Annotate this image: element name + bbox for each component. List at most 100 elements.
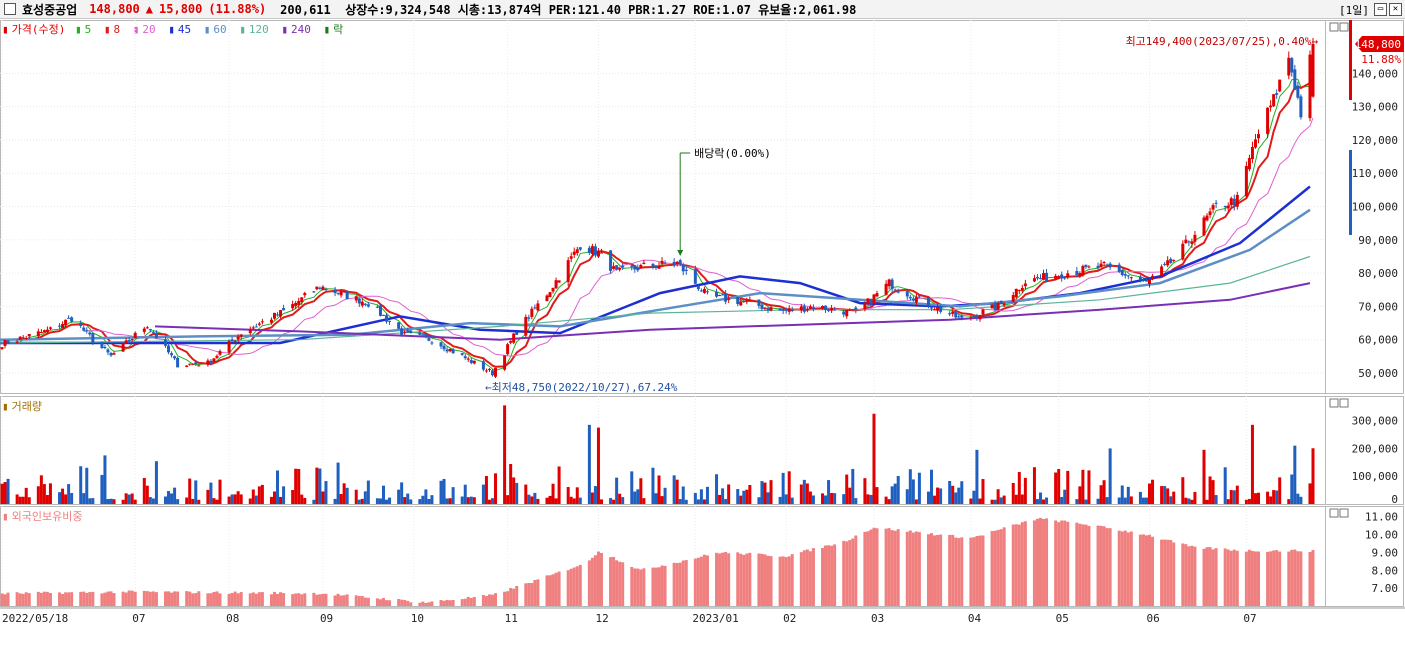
price-tick-label: 100,000	[1352, 201, 1398, 214]
foreign-bar	[197, 591, 201, 606]
volume-bar	[18, 496, 22, 504]
foreign-bar	[15, 592, 19, 606]
foreign-bar	[354, 595, 358, 606]
volume-bar	[233, 494, 237, 504]
candle-body	[936, 306, 940, 311]
volume-bar	[1299, 496, 1303, 504]
candle-body	[1117, 264, 1121, 272]
candle-body	[917, 295, 921, 297]
candle-body	[1311, 43, 1315, 97]
foreign-bar	[230, 592, 234, 606]
x-tick-label: 12	[595, 612, 608, 625]
volume-bar	[660, 496, 664, 504]
candle-body	[642, 262, 646, 264]
select-checkbox[interactable]	[4, 3, 16, 15]
volume-bar	[91, 498, 95, 504]
foreign-bar	[1202, 548, 1206, 606]
volume-bar	[1205, 499, 1209, 504]
foreign-bar	[693, 558, 697, 606]
volume-bar	[575, 487, 579, 504]
candle-body	[1078, 273, 1082, 276]
price-legend-title: 가격(수정)	[11, 23, 66, 36]
candle-body	[1169, 258, 1173, 263]
candle-body	[527, 317, 531, 319]
volume-bar	[191, 498, 195, 504]
foreign-bar	[297, 593, 301, 606]
foreign-bar	[133, 591, 137, 606]
foreign-bar	[1063, 520, 1067, 606]
volume-bar	[718, 494, 722, 504]
foreign-bar	[339, 595, 343, 606]
foreign-bar	[996, 529, 1000, 606]
volume-bar	[1023, 477, 1027, 504]
foreign-bar	[524, 583, 528, 606]
up-arrow-icon: ▲	[145, 2, 154, 16]
candle-body	[1257, 134, 1261, 139]
volume-bar	[82, 493, 86, 504]
candle-body	[745, 300, 749, 302]
period-button[interactable]: [1일]	[1339, 4, 1369, 17]
foreign-bar	[1184, 544, 1188, 606]
foreign-legend-title: 외국인보유비중	[11, 510, 83, 523]
foreign-bar	[512, 588, 516, 606]
candle-body	[569, 256, 573, 259]
candle-body	[548, 292, 552, 297]
foreign-bar	[1247, 549, 1251, 606]
volume-bar	[148, 497, 152, 504]
candle-body	[802, 306, 806, 312]
volume-bar	[1002, 495, 1006, 504]
foreign-bar	[715, 552, 719, 606]
candle-body	[509, 340, 513, 343]
volume-bar	[954, 492, 958, 504]
volume-bar	[130, 493, 134, 504]
price-pane-restore-icon	[1329, 22, 1339, 32]
candle-body	[191, 363, 195, 365]
foreign-bar	[260, 592, 264, 606]
price-pane-close-icon	[1339, 22, 1349, 32]
candle-body	[67, 317, 71, 319]
volume-bar	[930, 469, 934, 504]
volume-bar	[490, 498, 494, 504]
foreign-bar	[590, 557, 594, 606]
foreign-bar	[572, 567, 576, 606]
volume-bar	[993, 499, 997, 504]
candle-body	[218, 351, 222, 355]
volume-bar	[409, 499, 413, 504]
candle-body	[460, 353, 464, 355]
foreign-bar	[1039, 517, 1043, 606]
volume-bar	[439, 480, 443, 504]
candle-body	[866, 298, 870, 304]
volume-bar	[1102, 480, 1106, 504]
candle-body	[821, 306, 825, 309]
price-change-pct: (11.88%)	[208, 2, 267, 16]
close-icon[interactable]: ✕	[1389, 3, 1402, 16]
candle-body	[993, 302, 997, 311]
ma-legend-marker: ▮	[203, 23, 211, 36]
volume-bar	[1066, 470, 1070, 504]
candle-body	[1039, 278, 1043, 280]
volume-bar	[70, 493, 74, 504]
foreign-bar	[79, 591, 83, 606]
volume-bar	[787, 471, 791, 504]
foreign-bar	[1035, 518, 1039, 606]
restore-icon[interactable]: ▭	[1374, 3, 1387, 16]
candle-body	[291, 304, 295, 309]
volume-bar	[100, 474, 104, 504]
volume-bar	[1160, 486, 1164, 504]
volume-bar	[811, 495, 815, 504]
volume-bar	[609, 498, 613, 504]
foreign-bar	[218, 593, 222, 606]
volume-bar	[784, 494, 788, 504]
candle-body	[1087, 266, 1091, 268]
candle-body	[612, 266, 616, 269]
candle-body	[494, 367, 498, 377]
candle-body	[1063, 277, 1067, 279]
foreign-bar	[533, 579, 537, 606]
foreign-bar	[1296, 551, 1300, 606]
volume-bar	[406, 493, 410, 504]
candle-body	[590, 246, 594, 254]
volume-bar	[1020, 494, 1024, 504]
volume-bar	[663, 487, 667, 504]
volume-bar	[197, 499, 201, 504]
foreign-bar	[781, 556, 785, 606]
